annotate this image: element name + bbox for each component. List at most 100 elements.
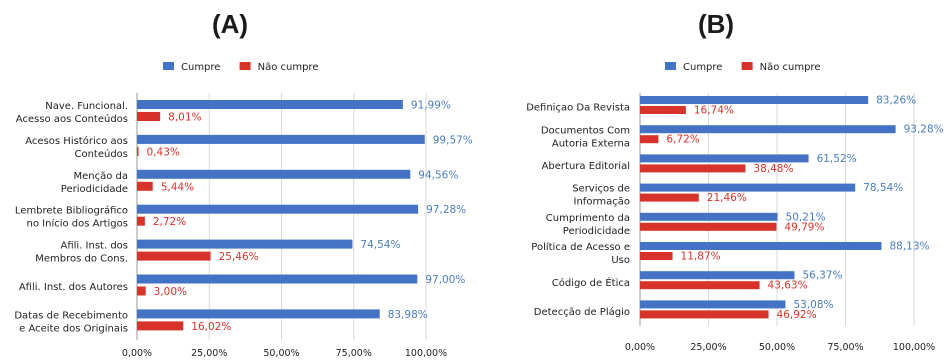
category-label: Conteúdos bbox=[74, 148, 128, 160]
bar-cumpre bbox=[640, 212, 778, 221]
bar-cumpre bbox=[640, 300, 786, 309]
bar-nao-cumpre bbox=[640, 222, 777, 231]
category-label: no Início dos Artigos bbox=[27, 218, 128, 230]
bar-cumpre bbox=[640, 154, 809, 163]
legend-swatch bbox=[239, 62, 251, 70]
x-tick-label: 25,00% bbox=[191, 348, 227, 359]
data-label: 16,02% bbox=[191, 321, 231, 333]
bar-cumpre bbox=[137, 169, 411, 179]
x-tick-label: 50,00% bbox=[759, 342, 795, 353]
category-label: Código de Ética bbox=[552, 276, 630, 289]
data-label: 97,28% bbox=[426, 204, 466, 216]
category-label: e Aceite dos Originais bbox=[19, 323, 128, 334]
bar-cumpre bbox=[640, 96, 869, 104]
legend-label: Não cumpre bbox=[258, 62, 319, 73]
bar-cumpre bbox=[137, 100, 403, 109]
data-label: 2,72% bbox=[153, 216, 186, 228]
bar-nao-cumpre bbox=[640, 164, 746, 173]
panel-title: (A) bbox=[212, 9, 248, 39]
category-label: Periodicidade bbox=[61, 184, 128, 195]
legend: Cumpre Não cumpre bbox=[665, 62, 820, 73]
category-label: Nave. Funcional. bbox=[45, 101, 128, 112]
data-label: 38,48% bbox=[753, 163, 793, 175]
data-label: 49,79% bbox=[784, 221, 824, 233]
data-label: 99,57% bbox=[433, 134, 473, 146]
legend-swatch bbox=[665, 62, 676, 70]
category-label: Menção da bbox=[73, 171, 128, 182]
bar-cumpre bbox=[640, 183, 856, 192]
bar-nao-cumpre bbox=[137, 251, 211, 261]
category-label: Autoria Externa bbox=[552, 138, 630, 149]
category-label: Periodicidade bbox=[563, 226, 630, 237]
legend-label: Não cumpre bbox=[760, 62, 821, 73]
data-label: 94,56% bbox=[418, 169, 458, 181]
x-tick-label: 0,00% bbox=[122, 348, 152, 359]
legend-label: Cumpre bbox=[683, 62, 722, 73]
data-label: 78,54% bbox=[863, 182, 903, 194]
data-label: 91,99% bbox=[411, 100, 451, 112]
x-tick-label: 100,00% bbox=[893, 342, 935, 353]
category-label: Informação bbox=[574, 197, 630, 208]
data-label: 21,46% bbox=[707, 192, 747, 204]
data-label: 46,92% bbox=[777, 309, 817, 321]
x-tick-label: 25,00% bbox=[690, 342, 726, 353]
category-label: Uso bbox=[611, 255, 630, 266]
data-label: 16,74% bbox=[694, 105, 734, 117]
category-label: Política de Acesso e bbox=[531, 241, 630, 253]
legend-swatch bbox=[163, 62, 174, 70]
bar-cumpre bbox=[137, 239, 353, 249]
bar-nao-cumpre bbox=[137, 112, 161, 121]
data-label: 53,08% bbox=[793, 299, 833, 311]
category-label: Acesos Histórico aos bbox=[25, 135, 128, 147]
data-label: 0,43% bbox=[147, 146, 180, 158]
bar-nao-cumpre bbox=[640, 193, 699, 202]
bar-cumpre bbox=[137, 204, 419, 214]
legend-swatch bbox=[741, 62, 753, 70]
bar-nao-cumpre bbox=[137, 146, 139, 156]
bar-cumpre bbox=[137, 309, 380, 319]
chart-panel-a: (A) 0,00% 25,00% 50,00% 75,00% 100,00% Cumpre N… bbox=[14, 9, 472, 359]
data-label: 8,01% bbox=[168, 112, 201, 124]
data-label: 43,63% bbox=[768, 280, 808, 292]
category-label: Definiçao Da Revista bbox=[526, 103, 630, 114]
data-label: 83,98% bbox=[388, 309, 428, 321]
panel-title: (B) bbox=[698, 9, 734, 39]
data-label: 83,26% bbox=[876, 95, 916, 107]
x-tick-label: 0,00% bbox=[625, 342, 655, 353]
bar-nao-cumpre bbox=[137, 286, 146, 296]
bar-cumpre bbox=[640, 242, 882, 250]
data-label: 6,72% bbox=[666, 134, 699, 146]
bar-cumpre bbox=[640, 271, 795, 280]
data-label: 97,00% bbox=[425, 274, 465, 286]
legend: Cumpre Não cumpre bbox=[163, 62, 318, 73]
category-label: Datas de Recebimento bbox=[14, 310, 128, 321]
category-label: Acesso aos Conteúdos bbox=[16, 113, 128, 125]
data-label: 3,00% bbox=[154, 286, 187, 298]
category-label: Abertura Editorial bbox=[542, 161, 630, 172]
x-tick-label: 75,00% bbox=[827, 342, 863, 353]
bar-nao-cumpre bbox=[640, 135, 659, 144]
data-label: 11,87% bbox=[681, 251, 721, 263]
bar-nao-cumpre bbox=[137, 181, 153, 191]
data-label: 93,28% bbox=[904, 124, 944, 136]
bar-nao-cumpre bbox=[137, 321, 184, 331]
data-label: 74,54% bbox=[360, 239, 400, 251]
bar-nao-cumpre bbox=[640, 252, 673, 260]
x-tick-label: 75,00% bbox=[336, 348, 372, 359]
x-tick-label: 50,00% bbox=[263, 348, 299, 359]
category-label: Afili. Inst. dos Autores bbox=[19, 282, 128, 293]
bar-nao-cumpre bbox=[640, 310, 769, 319]
data-label: 88,13% bbox=[889, 241, 929, 253]
category-label: Afili. Inst. dos bbox=[60, 241, 128, 252]
data-label: 5,44% bbox=[161, 181, 194, 193]
bar-nao-cumpre bbox=[640, 106, 686, 114]
category-label: Serviços de bbox=[572, 184, 630, 195]
data-label: 25,46% bbox=[219, 251, 259, 263]
category-label: Cumprimento da bbox=[546, 213, 630, 224]
bar-cumpre bbox=[640, 125, 896, 134]
data-label: 61,52% bbox=[817, 153, 857, 165]
category-label: Detecção de Plágio bbox=[534, 306, 630, 318]
legend-label: Cumpre bbox=[181, 62, 220, 73]
chart-panel-b: (B) 0,00% 25,00% 50,00% 75,00% 100,00% Cumpre N… bbox=[526, 9, 943, 353]
